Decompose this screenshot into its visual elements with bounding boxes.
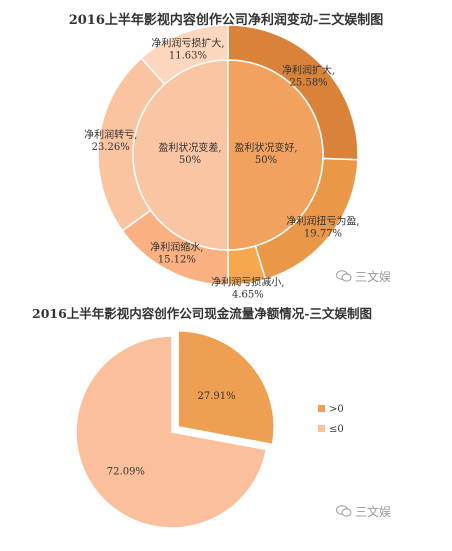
inner-slice bbox=[227, 59, 324, 251]
pie-slice bbox=[75, 335, 268, 529]
wechat-icon bbox=[336, 505, 352, 517]
outer-label: 净利润转亏, 23.26% bbox=[84, 128, 137, 153]
inner-label-name: 盈利状况变差, bbox=[158, 141, 221, 154]
legend-label: >0 bbox=[329, 404, 344, 415]
net-profit-donut-svg: 2016上半年影视内容创作公司净利润变动-三文娱制图 盈利状况变差, 50%盈利状… bbox=[69, 12, 384, 301]
outer-label: 净利润缩水, 15.12% bbox=[150, 241, 203, 266]
inner-label: 盈利状况变好, 50% bbox=[234, 141, 297, 166]
outer-label-name: 净利润亏损减小, bbox=[211, 276, 284, 289]
chart2-title: 2016上半年影视内容创作公司现金流量净额情况-三文娱制图 bbox=[32, 306, 372, 321]
outer-label-name: 净利润亏损扩大, bbox=[151, 36, 224, 49]
outer-label-value: 25.58% bbox=[290, 77, 328, 88]
watermark-text: 三文娱 bbox=[355, 505, 392, 519]
slice-label: 72.09% bbox=[107, 466, 145, 477]
outer-label-name: 净利润缩水, bbox=[150, 241, 203, 254]
inner-label-name: 盈利状况变好, bbox=[234, 141, 297, 154]
outer-label: 净利润亏损扩大, 11.63% bbox=[151, 36, 224, 61]
pie-slice bbox=[177, 330, 275, 446]
outer-label-name: 净利润扩大, bbox=[282, 63, 335, 76]
outer-label-value: 4.65% bbox=[232, 290, 264, 300]
legend-label: ≤0 bbox=[329, 424, 344, 435]
inner-slice bbox=[132, 59, 229, 251]
cash-flow-pie-svg: 2016上半年影视内容创作公司现金流量净额情况-三文娱制图 27.91% 72.0… bbox=[32, 306, 372, 529]
outer-label-name: 净利润转亏, bbox=[84, 128, 137, 141]
legend-swatch bbox=[318, 425, 325, 432]
outer-label: 净利润扭亏为盈, 19.77% bbox=[286, 214, 359, 239]
outer-label: 净利润亏损减小, 4.65% bbox=[211, 276, 284, 300]
watermark-1: 三文娱 bbox=[336, 268, 391, 285]
outer-label-value: 15.12% bbox=[158, 255, 196, 266]
outer-label-name: 净利润扭亏为盈, bbox=[286, 214, 359, 227]
slice-label: 27.91% bbox=[198, 391, 236, 402]
outer-label-value: 19.77% bbox=[304, 228, 342, 239]
cash-flow-chart: 2016上半年影视内容创作公司现金流量净额情况-三文娱制图 27.91% 72.0… bbox=[0, 300, 452, 547]
net-profit-chart: 2016上半年影视内容创作公司净利润变动-三文娱制图 盈利状况变差, 50% 盈利状… bbox=[69, 12, 391, 301]
wechat-icon bbox=[336, 270, 352, 282]
outer-label-value: 11.63% bbox=[169, 50, 207, 61]
inner-label-value: 50% bbox=[179, 155, 201, 166]
inner-label: 盈利状况变差, 50% bbox=[158, 141, 221, 166]
outer-label-value: 23.26% bbox=[92, 142, 130, 153]
watermark-2: 三文娱 bbox=[336, 503, 391, 520]
legend-swatch bbox=[318, 405, 325, 412]
watermark-text: 三文娱 bbox=[355, 270, 392, 284]
chart1-title: 2016上半年影视内容创作公司净利润变动-三文娱制图 bbox=[69, 12, 384, 28]
outer-label: 净利润扩大, 25.58% bbox=[282, 63, 335, 88]
inner-label-value: 50% bbox=[255, 155, 277, 166]
